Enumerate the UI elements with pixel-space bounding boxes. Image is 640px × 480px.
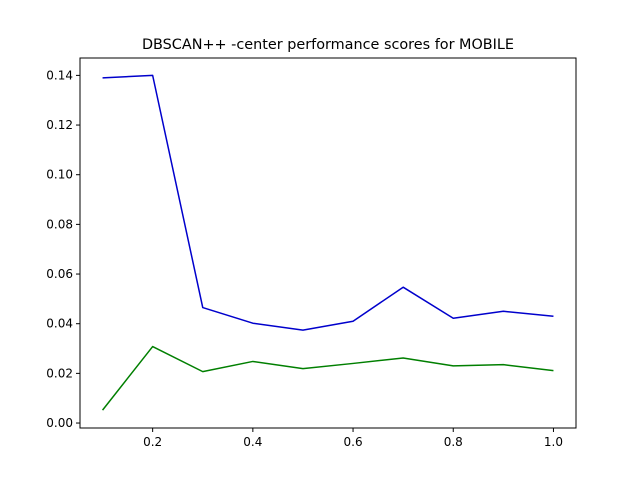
y-tick-label: 0.12 [46,118,73,132]
x-tick-label: 0.2 [143,435,162,449]
plot-frame [79,57,577,429]
y-tick-label: 0.14 [46,68,73,82]
y-tick-label: 0.04 [46,317,73,331]
series-2-line [101,345,554,411]
y-tick-label: 0.10 [46,168,73,182]
x-tick-label: 0.6 [344,435,363,449]
chart-title: DBSCAN++ -center performance scores for … [142,37,514,53]
y-tick-label: 0.08 [46,217,73,231]
x-tick-label: 0.8 [444,435,463,449]
y-tick-label: 0.02 [46,366,73,380]
y-tick-label: 0.00 [46,416,73,430]
y-tick-label: 0.06 [46,267,73,281]
y-axis-ticks: 0.00 0.02 0.04 0.06 0.08 0.10 0.12 0.14 [46,68,80,430]
x-tick-label: 1.0 [544,435,563,449]
series-layer [101,74,554,411]
series-1-line [102,74,554,331]
x-tick-label: 0.4 [243,435,262,449]
x-axis-ticks: 0.2 0.4 0.6 0.8 1.0 [143,428,563,449]
